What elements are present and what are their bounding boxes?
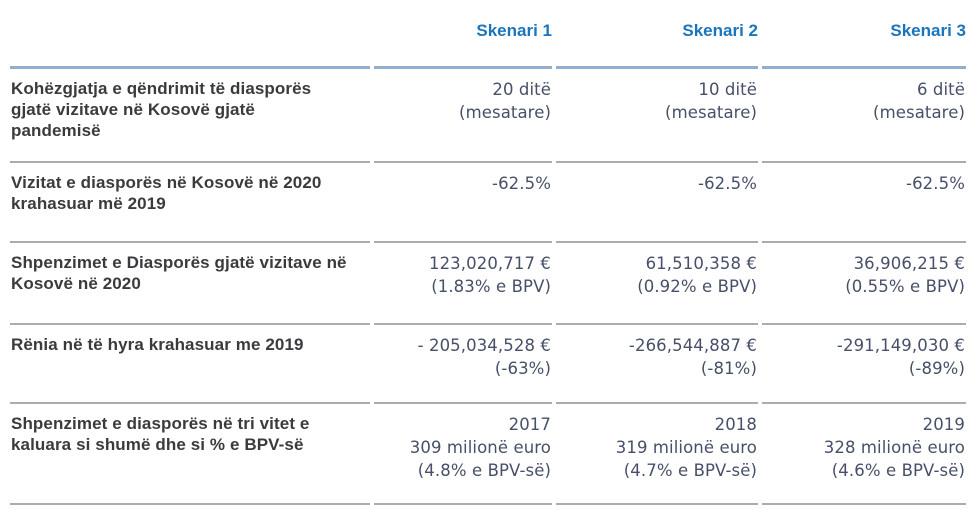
value-cell-skenari-3: 36,906,215 € (0.55% e BPV) <box>762 243 966 325</box>
value-cell-skenari-1: 2017 309 milionë euro (4.8% e BPV-së) <box>374 404 552 505</box>
table-row-spending-3-years: Shpenzimet e diasporës në tri vitet e ka… <box>10 404 966 505</box>
table-row-revenue-drop: Rënia në të hyra krahasuar me 2019 - 205… <box>10 325 966 404</box>
column-header-skenari-3: Skenari 3 <box>762 12 966 69</box>
value-cell-skenari-3: 2019 328 milionë euro (4.6% e BPV-së) <box>762 404 966 505</box>
scenarios-table: Skenari 1 Skenari 2 Skenari 3 Kohëzgjatj… <box>6 12 970 505</box>
corner-cell <box>10 12 370 69</box>
value-cell-skenari-2: 61,510,358 € (0.92% e BPV) <box>556 243 758 325</box>
value-cell-skenari-2: 2018 319 milionë euro (4.7% e BPV-së) <box>556 404 758 505</box>
row-label: Vizitat e diasporës në Kosovë në 2020 kr… <box>10 163 370 243</box>
row-label: Rënia në të hyra krahasuar me 2019 <box>10 325 370 404</box>
table-row-spending-2020: Shpenzimet e Diasporës gjatë vizitave në… <box>10 243 966 325</box>
value-cell-skenari-1: 123,020,717 € (1.83% e BPV) <box>374 243 552 325</box>
value-cell-skenari-1: - 205,034,528 € (-63%) <box>374 325 552 404</box>
table-row-duration: Kohëzgjatja e qëndrimit të diasporës gja… <box>10 69 966 163</box>
column-header-skenari-2: Skenari 2 <box>556 12 758 69</box>
column-header-skenari-1: Skenari 1 <box>374 12 552 69</box>
row-label: Kohëzgjatja e qëndrimit të diasporës gja… <box>10 69 370 163</box>
row-label: Shpenzimet e Diasporës gjatë vizitave në… <box>10 243 370 325</box>
table-row-visits: Vizitat e diasporës në Kosovë në 2020 kr… <box>10 163 966 243</box>
row-label: Shpenzimet e diasporës në tri vitet e ka… <box>10 404 370 505</box>
value-cell-skenari-2: 10 ditë (mesatare) <box>556 69 758 163</box>
value-cell-skenari-3: -291,149,030 € (-89%) <box>762 325 966 404</box>
value-cell-skenari-1: 20 ditë (mesatare) <box>374 69 552 163</box>
header-row: Skenari 1 Skenari 2 Skenari 3 <box>10 12 966 69</box>
value-cell-skenari-3: -62.5% <box>762 163 966 243</box>
value-cell-skenari-2: -62.5% <box>556 163 758 243</box>
value-cell-skenari-1: -62.5% <box>374 163 552 243</box>
value-cell-skenari-2: -266,544,887 € (-81%) <box>556 325 758 404</box>
value-cell-skenari-3: 6 ditë (mesatare) <box>762 69 966 163</box>
